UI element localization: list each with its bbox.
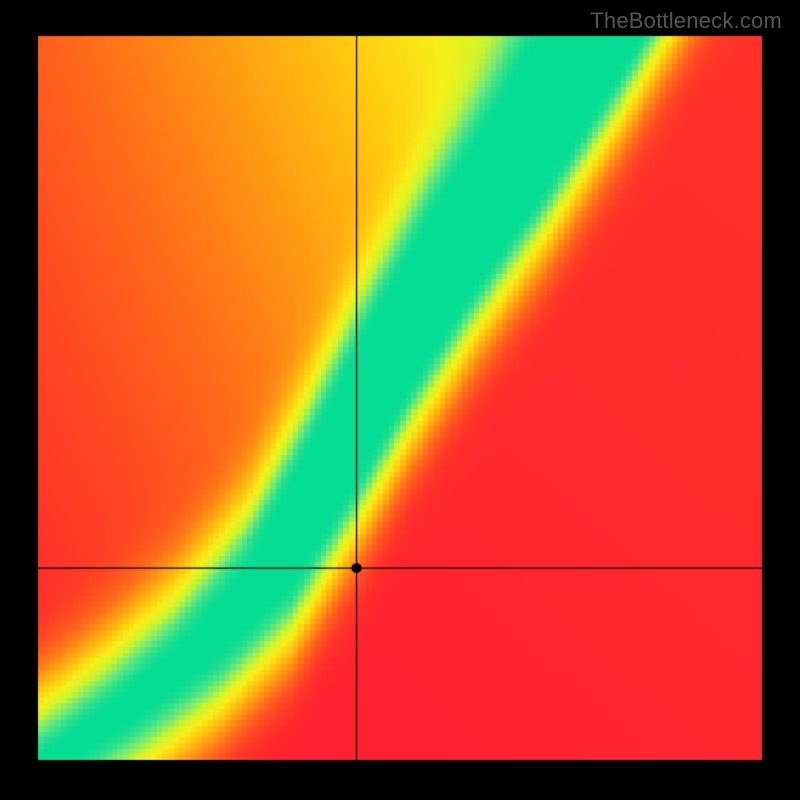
bottleneck-heatmap	[0, 0, 800, 800]
watermark-text: TheBottleneck.com	[590, 8, 782, 34]
